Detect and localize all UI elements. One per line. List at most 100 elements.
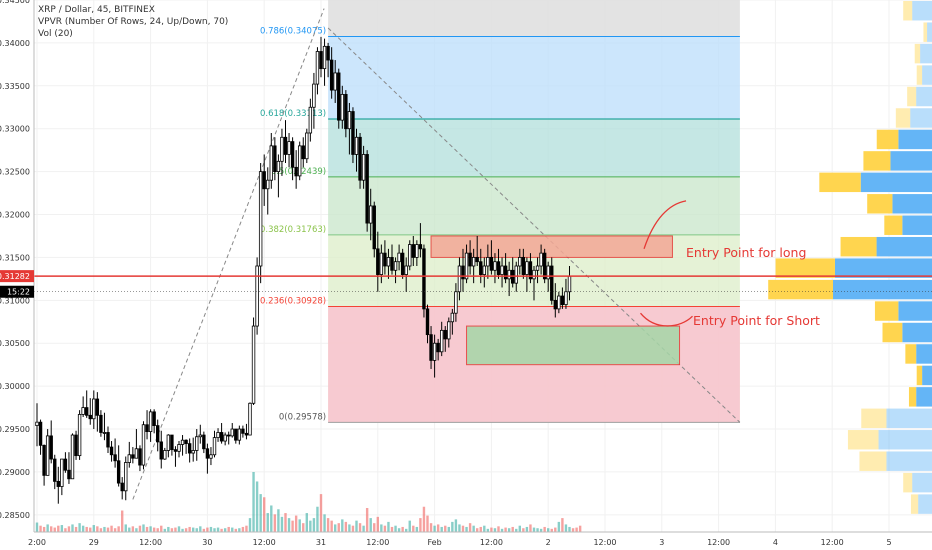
candle-body <box>42 444 46 476</box>
volume-bar <box>575 527 578 532</box>
y-tick-label: 0.31000 <box>0 296 30 305</box>
candle-body <box>326 45 330 61</box>
volume-bar <box>128 527 131 532</box>
candle-body <box>379 252 384 275</box>
volume-bar <box>287 518 291 532</box>
drawings[interactable]: Entry Point for long Entry Point for Shor… <box>34 200 932 328</box>
volume-bar <box>85 526 88 532</box>
volume-bar <box>92 525 95 532</box>
candle-body <box>145 424 149 433</box>
volume-bar <box>152 527 156 532</box>
vpvr-up-bar <box>898 129 932 150</box>
volume-bar <box>106 527 110 532</box>
vpvr-down-bar <box>847 430 879 450</box>
legend-volume[interactable]: Vol (20) <box>38 29 73 39</box>
candle-body <box>159 441 163 460</box>
candle-body <box>106 432 110 448</box>
volume-bar <box>319 494 323 532</box>
vpvr-down-bar <box>908 387 917 407</box>
volume-bar <box>294 515 298 532</box>
candle-body <box>329 59 334 91</box>
candle-body <box>92 398 96 420</box>
volume-bar <box>490 527 493 532</box>
legend-symbol[interactable]: XRP / Dollar, 45, BITFINEX <box>38 5 155 15</box>
candlesticks <box>35 36 572 504</box>
vpvr-down-bar <box>859 451 887 471</box>
candle-body <box>223 434 227 442</box>
price-label-bg <box>0 270 34 283</box>
candle-body <box>425 308 430 336</box>
volume-bar <box>163 528 166 532</box>
volume-bar <box>476 528 479 532</box>
y-tick-label: 0.32500 <box>0 168 30 177</box>
volume-bar <box>195 528 198 532</box>
candle-body <box>411 244 415 258</box>
candle-body <box>365 154 369 224</box>
candle-body <box>564 291 568 306</box>
y-tick-label: 0.32000 <box>0 211 30 220</box>
vpvr-up-bar <box>920 43 932 64</box>
volume-bar <box>447 526 450 532</box>
candle-body <box>479 261 483 275</box>
candle-body <box>500 265 504 275</box>
volume-bar <box>124 524 127 532</box>
candle-body <box>415 244 419 258</box>
vpvr-up-bar <box>876 236 932 257</box>
legend-vpvr[interactable]: VPVR (Number Of Rows, 24, Up/Down, 70) <box>38 17 229 27</box>
x-tick-label: 3 <box>659 538 664 547</box>
candle-body <box>67 469 71 480</box>
volume-bar <box>547 528 550 532</box>
short-arrow <box>640 312 693 327</box>
vpvr-up-bar <box>916 86 932 107</box>
volume-bar <box>266 513 269 532</box>
y-tick-label: 0.30500 <box>0 339 30 348</box>
volume-bar <box>234 528 237 532</box>
volume-bar <box>330 520 333 532</box>
candle-body <box>35 421 39 427</box>
candle-body <box>447 321 451 340</box>
candle-body <box>70 434 75 480</box>
vpvr-down-bar <box>914 43 921 64</box>
candle-body <box>358 136 362 181</box>
candle-body <box>230 428 234 437</box>
volume-bar <box>472 525 475 532</box>
vpvr-down-bar <box>916 65 923 85</box>
x-tick-label: 12:00 <box>821 538 844 547</box>
vpvr-down-bar <box>895 108 911 128</box>
candle-body <box>518 257 522 267</box>
volume-bar <box>479 526 482 532</box>
volume-bar <box>390 526 394 532</box>
candle-body <box>333 72 337 91</box>
candle-body <box>507 269 511 280</box>
volume-bar <box>383 525 387 532</box>
candle-body <box>60 458 64 487</box>
candle-body <box>305 132 309 160</box>
candle-body <box>461 265 465 280</box>
candle-body <box>138 448 142 466</box>
volume-bar <box>507 528 511 532</box>
candle-body <box>141 424 146 466</box>
volume-bar <box>174 527 177 532</box>
volume-bar <box>57 525 60 532</box>
vpvr-up-bar <box>834 258 932 278</box>
candle-body <box>109 446 114 456</box>
volume-bar <box>220 528 223 532</box>
fibonacci-retracement[interactable]: 0.786(0.34075)0.618(0.33113)0.5(0.32439)… <box>132 0 741 500</box>
fib-band-top <box>328 0 740 37</box>
vpvr-up-bar <box>902 215 932 235</box>
volume-bar <box>561 518 564 532</box>
candle-body <box>269 145 273 181</box>
candle-body <box>351 111 355 155</box>
vpvr-down-bar <box>907 86 917 107</box>
candle-body <box>170 434 174 451</box>
volume-bar <box>465 526 468 532</box>
y-tick-label: 0.30000 <box>0 382 30 391</box>
candle-body <box>471 257 476 267</box>
y-tick-label: 0.33500 <box>0 82 30 91</box>
candle-body <box>422 248 426 310</box>
candle-body <box>234 428 238 441</box>
candle-body <box>344 93 348 130</box>
